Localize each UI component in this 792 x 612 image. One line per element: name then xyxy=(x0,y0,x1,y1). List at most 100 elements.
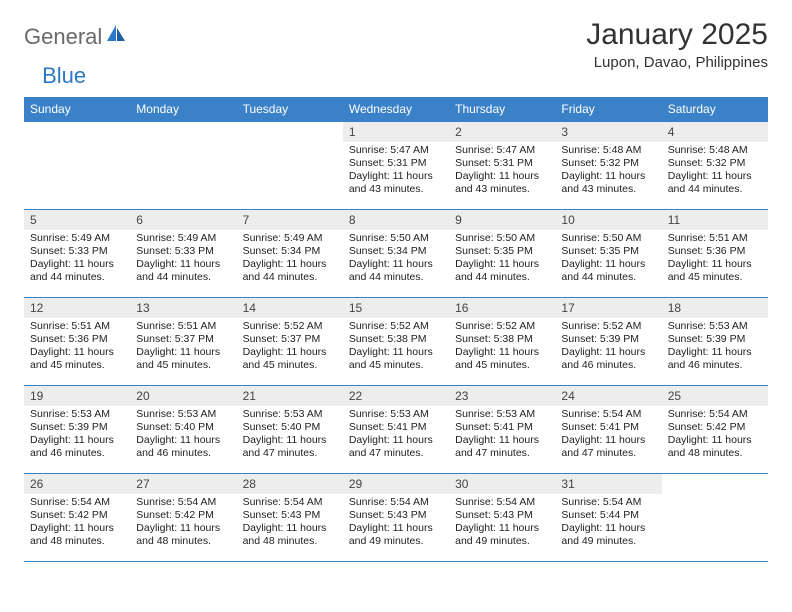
calendar-cell: 20Sunrise: 5:53 AMSunset: 5:40 PMDayligh… xyxy=(130,386,236,474)
day-line-d2: and 45 minutes. xyxy=(243,359,337,372)
day-line-d2: and 43 minutes. xyxy=(455,183,549,196)
day-line-sunrise: Sunrise: 5:48 AM xyxy=(561,144,655,157)
day-line-d1: Daylight: 11 hours xyxy=(136,258,230,271)
day-body: Sunrise: 5:54 AMSunset: 5:43 PMDaylight:… xyxy=(237,494,343,553)
day-number: 14 xyxy=(237,298,343,318)
day-line-d1: Daylight: 11 hours xyxy=(668,170,762,183)
calendar-cell: 21Sunrise: 5:53 AMSunset: 5:40 PMDayligh… xyxy=(237,386,343,474)
calendar-cell: 4Sunrise: 5:48 AMSunset: 5:32 PMDaylight… xyxy=(662,122,768,210)
calendar-cell: 9Sunrise: 5:50 AMSunset: 5:35 PMDaylight… xyxy=(449,210,555,298)
day-line-sunset: Sunset: 5:44 PM xyxy=(561,509,655,522)
calendar-cell: 5Sunrise: 5:49 AMSunset: 5:33 PMDaylight… xyxy=(24,210,130,298)
day-line-sunset: Sunset: 5:32 PM xyxy=(561,157,655,170)
day-line-sunrise: Sunrise: 5:52 AM xyxy=(455,320,549,333)
day-line-sunset: Sunset: 5:40 PM xyxy=(136,421,230,434)
day-line-d1: Daylight: 11 hours xyxy=(30,258,124,271)
day-body: Sunrise: 5:47 AMSunset: 5:31 PMDaylight:… xyxy=(343,142,449,201)
day-line-sunrise: Sunrise: 5:49 AM xyxy=(243,232,337,245)
day-number: 1 xyxy=(343,122,449,142)
day-line-d1: Daylight: 11 hours xyxy=(455,346,549,359)
calendar-cell: 30Sunrise: 5:54 AMSunset: 5:43 PMDayligh… xyxy=(449,474,555,562)
day-line-d1: Daylight: 11 hours xyxy=(243,522,337,535)
day-number: 21 xyxy=(237,386,343,406)
day-line-sunset: Sunset: 5:43 PM xyxy=(455,509,549,522)
day-line-d2: and 48 minutes. xyxy=(668,447,762,460)
day-line-sunrise: Sunrise: 5:53 AM xyxy=(30,408,124,421)
day-line-sunrise: Sunrise: 5:51 AM xyxy=(136,320,230,333)
day-number: 10 xyxy=(555,210,661,230)
day-number: 13 xyxy=(130,298,236,318)
day-line-d2: and 44 minutes. xyxy=(561,271,655,284)
day-line-sunrise: Sunrise: 5:54 AM xyxy=(243,496,337,509)
day-line-sunrise: Sunrise: 5:54 AM xyxy=(561,496,655,509)
calendar-cell: 6 Sunrise: 5:49 AMSunset: 5:33 PMDaylight… xyxy=(130,210,236,298)
day-body: Sunrise: 5:52 AMSunset: 5:37 PMDaylight:… xyxy=(237,318,343,377)
day-line-d2: and 47 minutes. xyxy=(349,447,443,460)
weekday-header: Sunday xyxy=(24,97,130,122)
day-line-d2: and 43 minutes. xyxy=(561,183,655,196)
day-number: 23 xyxy=(449,386,555,406)
calendar-cell: 7Sunrise: 5:49 AMSunset: 5:34 PMDaylight… xyxy=(237,210,343,298)
day-body: Sunrise: 5:51 AMSunset: 5:37 PMDaylight:… xyxy=(130,318,236,377)
day-body: Sunrise: 5:54 AMSunset: 5:41 PMDaylight:… xyxy=(555,406,661,465)
day-line-sunset: Sunset: 5:35 PM xyxy=(561,245,655,258)
day-line-d2: and 44 minutes. xyxy=(136,271,230,284)
calendar-cell: 24Sunrise: 5:54 AMSunset: 5:41 PMDayligh… xyxy=(555,386,661,474)
day-line-sunset: Sunset: 5:33 PM xyxy=(136,245,230,258)
day-line-sunset: Sunset: 5:33 PM xyxy=(30,245,124,258)
calendar-cell: . xyxy=(662,474,768,562)
day-line-sunset: Sunset: 5:40 PM xyxy=(243,421,337,434)
day-line-sunrise: Sunrise: 5:52 AM xyxy=(243,320,337,333)
day-body: Sunrise: 5:54 AMSunset: 5:42 PMDaylight:… xyxy=(662,406,768,465)
day-line-d2: and 47 minutes. xyxy=(561,447,655,460)
day-line-d1: Daylight: 11 hours xyxy=(561,170,655,183)
day-body: Sunrise: 5:50 AMSunset: 5:35 PMDaylight:… xyxy=(555,230,661,289)
calendar-row: ...1Sunrise: 5:47 AMSunset: 5:31 PMDayli… xyxy=(24,122,768,210)
day-line-sunset: Sunset: 5:36 PM xyxy=(668,245,762,258)
day-line-sunset: Sunset: 5:38 PM xyxy=(349,333,443,346)
day-line-d1: Daylight: 11 hours xyxy=(455,434,549,447)
day-number: 27 xyxy=(130,474,236,494)
calendar-cell: 14Sunrise: 5:52 AMSunset: 5:37 PMDayligh… xyxy=(237,298,343,386)
day-line-sunset: Sunset: 5:31 PM xyxy=(455,157,549,170)
day-line-d2: and 45 minutes. xyxy=(349,359,443,372)
day-line-d2: and 44 minutes. xyxy=(30,271,124,284)
day-line-sunset: Sunset: 5:35 PM xyxy=(455,245,549,258)
day-line-sunrise: Sunrise: 5:51 AM xyxy=(668,232,762,245)
day-body: Sunrise: 5:47 AMSunset: 5:31 PMDaylight:… xyxy=(449,142,555,201)
day-number: 9 xyxy=(449,210,555,230)
day-number: 26 xyxy=(24,474,130,494)
day-line-d1: Daylight: 11 hours xyxy=(243,258,337,271)
day-body: Sunrise: 5:50 AMSunset: 5:35 PMDaylight:… xyxy=(449,230,555,289)
day-line-d1: Daylight: 11 hours xyxy=(136,346,230,359)
calendar-cell: 28Sunrise: 5:54 AMSunset: 5:43 PMDayligh… xyxy=(237,474,343,562)
day-line-sunrise: Sunrise: 5:54 AM xyxy=(455,496,549,509)
day-line-d2: and 49 minutes. xyxy=(455,535,549,548)
calendar-cell: 17Sunrise: 5:52 AMSunset: 5:39 PMDayligh… xyxy=(555,298,661,386)
day-line-sunset: Sunset: 5:39 PM xyxy=(30,421,124,434)
calendar-row: 26Sunrise: 5:54 AMSunset: 5:42 PMDayligh… xyxy=(24,474,768,562)
day-line-d1: Daylight: 11 hours xyxy=(243,346,337,359)
calendar-cell: 18Sunrise: 5:53 AMSunset: 5:39 PMDayligh… xyxy=(662,298,768,386)
day-line-sunset: Sunset: 5:43 PM xyxy=(349,509,443,522)
day-line-sunset: Sunset: 5:39 PM xyxy=(561,333,655,346)
day-line-sunset: Sunset: 5:41 PM xyxy=(349,421,443,434)
calendar-cell: 3 Sunrise: 5:48 AMSunset: 5:32 PMDaylight… xyxy=(555,122,661,210)
day-number: 3 xyxy=(555,122,661,142)
weekday-header: Saturday xyxy=(662,97,768,122)
day-line-sunrise: Sunrise: 5:49 AM xyxy=(136,232,230,245)
day-line-sunrise: Sunrise: 5:47 AM xyxy=(349,144,443,157)
day-number: 6 xyxy=(130,210,236,230)
calendar-cell: 29Sunrise: 5:54 AMSunset: 5:43 PMDayligh… xyxy=(343,474,449,562)
day-line-d1: Daylight: 11 hours xyxy=(349,522,443,535)
day-line-sunrise: Sunrise: 5:50 AM xyxy=(561,232,655,245)
day-line-d1: Daylight: 11 hours xyxy=(349,258,443,271)
calendar-cell: 12Sunrise: 5:51 AMSunset: 5:36 PMDayligh… xyxy=(24,298,130,386)
day-line-d1: Daylight: 11 hours xyxy=(561,346,655,359)
day-line-sunrise: Sunrise: 5:52 AM xyxy=(349,320,443,333)
day-number: 18 xyxy=(662,298,768,318)
day-line-d1: Daylight: 11 hours xyxy=(30,522,124,535)
day-body: Sunrise: 5:51 AMSunset: 5:36 PMDaylight:… xyxy=(662,230,768,289)
day-line-d1: Daylight: 11 hours xyxy=(455,170,549,183)
day-line-sunset: Sunset: 5:34 PM xyxy=(349,245,443,258)
